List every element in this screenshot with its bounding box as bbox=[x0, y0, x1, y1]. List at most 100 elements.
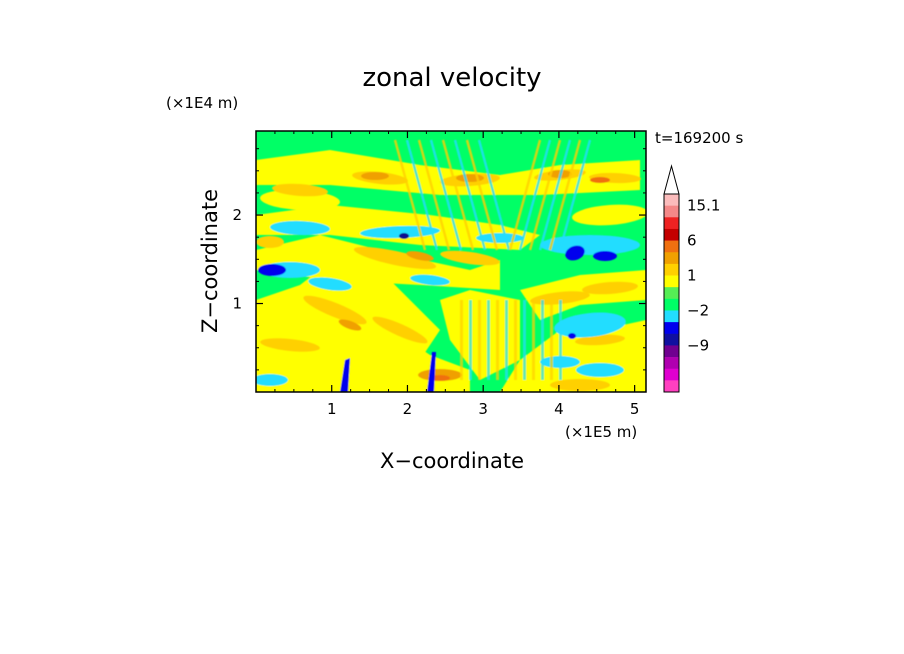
y-tick-label-1: 2 bbox=[232, 206, 242, 224]
contour-region-10 bbox=[343, 326, 417, 364]
colorbar-segment-9 bbox=[664, 298, 679, 311]
colorbar: 15.1 6 1 −2 −9 bbox=[663, 164, 720, 393]
contour-region-26 bbox=[361, 172, 389, 180]
contour-region-73 bbox=[518, 139, 552, 251]
colorbar-segment-16 bbox=[664, 380, 679, 393]
y-axis-unit: (×1E4 m) bbox=[166, 94, 238, 112]
contour-region-58 bbox=[514, 300, 517, 380]
contour-region-42 bbox=[256, 374, 288, 386]
contour-region-37 bbox=[540, 235, 640, 255]
colorbar-segment-6 bbox=[664, 263, 679, 276]
colorbar-label-0: 15.1 bbox=[687, 197, 720, 215]
contour-region-17 bbox=[440, 250, 500, 266]
contour-region-77 bbox=[558, 139, 592, 251]
contour-region-23 bbox=[550, 379, 610, 391]
contour-region-71 bbox=[477, 139, 511, 251]
contour-region-11 bbox=[272, 183, 328, 197]
contour-region-53 bbox=[469, 300, 472, 380]
colorbar-segment-4 bbox=[664, 240, 679, 253]
colorbar-segment-13 bbox=[664, 345, 679, 358]
contour-region-27 bbox=[456, 174, 484, 182]
colorbar-segment-0 bbox=[664, 194, 679, 206]
x-axis-ticks: 1 2 3 4 5 bbox=[274, 131, 640, 418]
contour-region-25 bbox=[256, 236, 284, 248]
contour-region-56 bbox=[496, 300, 499, 380]
x-tick-label-0: 1 bbox=[327, 400, 337, 418]
contour-region-76 bbox=[548, 139, 582, 251]
x-tick-label-1: 2 bbox=[403, 400, 413, 418]
colorbar-segment-14 bbox=[664, 357, 679, 370]
contour-region-72 bbox=[508, 139, 542, 251]
contour-region-41 bbox=[576, 363, 624, 377]
colorbar-segment-2 bbox=[664, 217, 679, 230]
contour-region-60 bbox=[532, 300, 535, 380]
contour-region-29 bbox=[406, 251, 434, 261]
contour-region-51 bbox=[427, 352, 436, 392]
contour-region-66 bbox=[417, 139, 451, 251]
contour-region-20 bbox=[303, 295, 367, 325]
colorbar-segment-11 bbox=[664, 322, 679, 335]
contour-region-57 bbox=[505, 300, 508, 380]
contour-region-62 bbox=[550, 300, 553, 380]
contour-region-65 bbox=[405, 139, 439, 251]
contour-region-21 bbox=[372, 316, 428, 344]
colorbar-label-4: −9 bbox=[687, 336, 709, 354]
contour-region-67 bbox=[429, 139, 463, 251]
colorbar-segment-15 bbox=[664, 368, 679, 381]
colorbar-segment-1 bbox=[664, 205, 679, 218]
contour-region-45 bbox=[258, 264, 286, 276]
colorbar-top-arrow bbox=[663, 164, 680, 195]
y-axis-ticks: 12 bbox=[232, 148, 646, 371]
colorbar-label-3: −2 bbox=[687, 301, 709, 319]
plot-frame bbox=[255, 130, 647, 393]
y-axis-label: Z−coordinate bbox=[198, 189, 222, 333]
chart-title: zonal velocity bbox=[362, 63, 541, 93]
contour-region-39 bbox=[308, 277, 352, 291]
contour-region-75 bbox=[538, 139, 572, 251]
contour-region-4 bbox=[256, 150, 640, 195]
contour-region-54 bbox=[478, 300, 481, 380]
contour-region-18 bbox=[530, 291, 590, 305]
contour-region-9 bbox=[572, 204, 646, 226]
x-tick-label-2: 3 bbox=[478, 400, 488, 418]
contour-region-43 bbox=[410, 274, 450, 286]
contour-region-22 bbox=[260, 338, 320, 352]
colorbar-segment-10 bbox=[664, 310, 679, 323]
contour-region-19 bbox=[582, 281, 638, 295]
contour-region-46 bbox=[565, 245, 585, 261]
contour-region-68 bbox=[441, 139, 475, 251]
colorbar-segment-3 bbox=[664, 228, 679, 241]
x-tick-label-4: 5 bbox=[630, 400, 640, 418]
contour-region-52 bbox=[460, 300, 463, 380]
contour-region-69 bbox=[453, 139, 487, 251]
contour-region-50 bbox=[340, 358, 350, 392]
y-tick-label-0: 1 bbox=[232, 295, 242, 313]
contour-region-33 bbox=[590, 177, 610, 183]
time-label: t=169200 s bbox=[655, 129, 743, 147]
contour-region-24 bbox=[575, 334, 625, 346]
colorbar-segment-12 bbox=[664, 333, 679, 346]
colorbar-segment-7 bbox=[664, 275, 679, 288]
contour-region-63 bbox=[559, 300, 562, 380]
x-axis-label: X−coordinate bbox=[380, 449, 524, 473]
x-axis-unit: (×1E5 m) bbox=[565, 423, 637, 441]
colorbar-label-1: 6 bbox=[687, 232, 697, 250]
contour-region-16 bbox=[353, 246, 437, 270]
contour-region-32 bbox=[430, 375, 450, 381]
colorbar-segment-8 bbox=[664, 287, 679, 300]
contour-region-2 bbox=[256, 235, 500, 290]
contour-region-47 bbox=[593, 251, 617, 261]
colorbar-label-2: 1 bbox=[687, 267, 697, 285]
contour-region-59 bbox=[523, 300, 526, 380]
x-tick-label-3: 4 bbox=[554, 400, 564, 418]
contour-region-74 bbox=[528, 139, 562, 251]
contour-region-40 bbox=[554, 312, 626, 338]
contour-region-34 bbox=[270, 220, 330, 236]
contour-region-30 bbox=[338, 319, 362, 331]
contour-region-70 bbox=[465, 139, 499, 251]
colorbar-segment-5 bbox=[664, 252, 679, 265]
contour-field bbox=[256, 131, 646, 392]
colorbar-frame bbox=[663, 193, 680, 393]
contour-region-61 bbox=[541, 300, 544, 380]
